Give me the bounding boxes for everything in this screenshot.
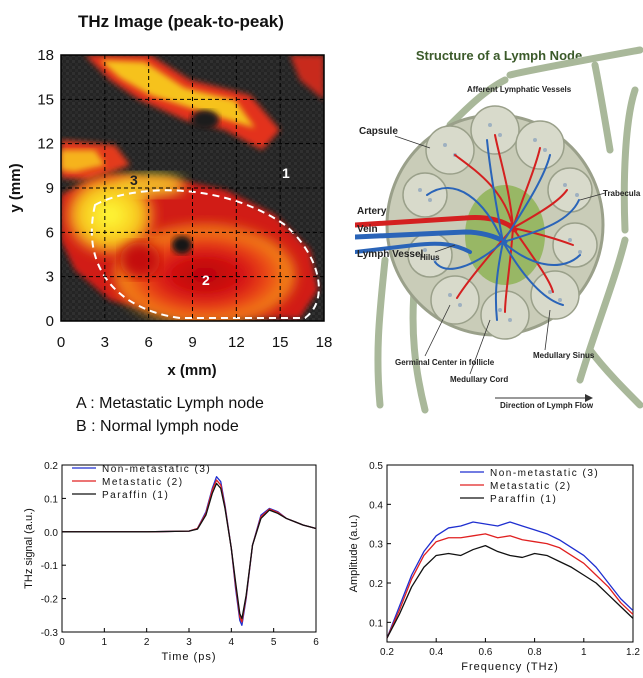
legend-entry: Non-metastatic (3) [490, 468, 599, 479]
thz-signal-chart: 0 1 2 3 4 5 6 -0.3 -0.2 -0.1 0.0 0.1 0.2 Time (ps) THz… [23, 461, 319, 663]
y-tick-label: 0.2 [369, 579, 383, 590]
x-tick-label: 0.8 [528, 647, 542, 658]
x-tick-label: 6 [313, 637, 319, 648]
thz-xlabel: x (mm) [167, 362, 216, 379]
thz-xtick-label: 15 [272, 334, 289, 351]
thz-ytick-label: 6 [46, 224, 54, 241]
thz-ytick-label: 0 [46, 313, 54, 330]
thz-xtick-label: 3 [101, 334, 109, 351]
lymph-diagram-title: Structure of a Lymph Node [416, 48, 582, 63]
x-tick-label: 4 [229, 637, 235, 648]
thz-grid [61, 55, 324, 321]
afferent-vessels [374, 46, 643, 414]
y-axis-label: THz signal (a.u.) [23, 508, 35, 589]
legend-b: B : Normal lymph node [76, 418, 239, 435]
label-medullary-sinus: Medullary Sinus [533, 351, 595, 360]
thz-image-panel: 00 3 3 6 6 9 9 12 12 15 15 18 18 1 2 3 x (mm) y (mm) [7, 47, 332, 379]
y-tick-label: -0.2 [41, 595, 59, 606]
label-germinal: Germinal Center in follicle [395, 358, 495, 367]
thz-xtick-label: 18 [316, 334, 333, 351]
label-medullary-cord: Medullary Cord [450, 375, 508, 384]
x-tick-label: 5 [271, 637, 277, 648]
x-axis-label: Frequency (THz) [461, 661, 559, 673]
label-leaders [394, 135, 606, 375]
x-tick-label: 3 [186, 637, 192, 648]
thz-ylabel: y (mm) [7, 163, 24, 212]
series-line-3 [62, 482, 317, 620]
thz-xtick-label: 0 [57, 334, 65, 351]
x-tick-label: 0 [59, 637, 65, 648]
series-line-1 [386, 521, 634, 639]
thz-axes-frame [60, 54, 325, 322]
label-vein: Vein [357, 224, 378, 235]
region-label-3: 3 [130, 172, 138, 188]
thz-ytick-label: 9 [46, 180, 54, 197]
legend-entry: Non-metastatic (3) [102, 464, 211, 475]
follicles [402, 105, 598, 340]
amplitude-spectrum-chart: 0.2 0.4 0.6 0.8 1 1.2 0.1 0.2 0.3 0.4 0.5 Frequency… [348, 461, 640, 673]
legend-entry: Paraffin (1) [102, 490, 169, 501]
lymph-node-diagram: Structure of a Lymph Node [355, 30, 643, 415]
y-tick-label: 0.1 [369, 618, 383, 629]
y-tick-label: 0.2 [44, 461, 58, 472]
thz-ytick-label: 18 [37, 47, 54, 64]
thz-ytick-label: 3 [46, 269, 54, 286]
x-tick-label: 1 [102, 637, 108, 648]
series-line-2 [62, 479, 317, 623]
legend-entry: Metastatic (2) [102, 477, 184, 488]
x-tick-label: 1.2 [626, 647, 640, 658]
y-tick-label: 0.3 [369, 540, 383, 551]
series-line-2 [386, 533, 634, 639]
label-direction: Direction of Lymph Flow [500, 401, 594, 410]
label-lymph-vessel: Lymph Vessel [357, 249, 424, 260]
blood-vessels [355, 134, 581, 321]
y-tick-label: -0.3 [41, 628, 59, 639]
plot-frame [61, 464, 317, 633]
series-line-1 [62, 476, 317, 626]
diagram-labels: Afferent Lymphatic Vessels Capsule Trabe… [357, 85, 641, 410]
region-label-2: 2 [202, 272, 210, 288]
label-capsule: Capsule [359, 126, 398, 137]
plot-frame [386, 464, 634, 643]
legend-entry: Metastatic (2) [490, 481, 572, 492]
legend-a: A : Metastatic Lymph node [76, 395, 264, 412]
thz-xtick-label: 6 [144, 334, 152, 351]
x-tick-label: 0.4 [429, 647, 443, 658]
x-axis-label: Time (ps) [161, 651, 216, 663]
y-tick-label: 0.5 [369, 461, 383, 472]
legend-entry: Paraffin (1) [490, 494, 557, 505]
thz-xtick-label: 9 [188, 334, 196, 351]
thz-xtick-label: 12 [228, 334, 245, 351]
x-tick-label: 0.6 [478, 647, 492, 658]
y-tick-label: 0.1 [44, 494, 58, 505]
y-tick-label: -0.1 [41, 561, 59, 572]
y-tick-label: 0.4 [369, 500, 383, 511]
label-artery: Artery [357, 206, 387, 217]
thz-ytick-label: 15 [37, 91, 54, 108]
thz-image-title: THz Image (peak-to-peak) [78, 12, 284, 31]
lymphocyte-dots [418, 123, 582, 322]
thz-ytick-label: 12 [37, 136, 54, 153]
label-afferent: Afferent Lymphatic Vessels [467, 85, 572, 94]
region-label-1: 1 [282, 165, 290, 181]
label-hilus: Hilus [420, 253, 440, 262]
lymph-vessel-trunk [355, 241, 472, 254]
flow-arrow-head [585, 394, 593, 402]
y-axis-label: Amplitude (a.u.) [348, 515, 360, 593]
x-tick-label: 0.2 [380, 647, 394, 658]
series-line-3 [386, 544, 634, 639]
x-tick-label: 1 [581, 647, 587, 658]
y-tick-label: 0.0 [44, 528, 58, 539]
label-trabecula: Trabecula [603, 189, 641, 198]
x-tick-label: 2 [144, 637, 150, 648]
